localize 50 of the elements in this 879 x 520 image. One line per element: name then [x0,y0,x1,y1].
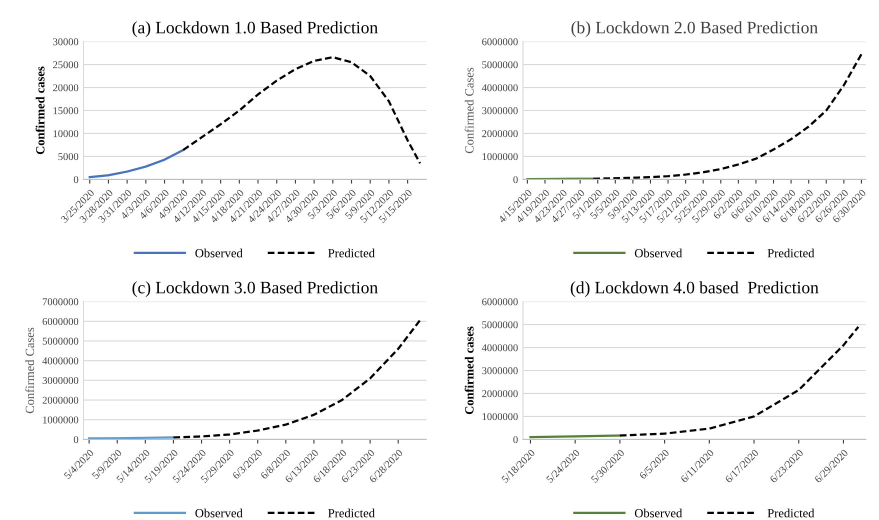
legend-label: Predicted [328,508,375,518]
y-tick-label: 15000 [54,107,78,114]
y-tick-label: 0 [513,176,518,184]
chart-title: (b) Lockdown 2.0 Based Prediction [572,21,818,37]
y-tick-label: 5000 [58,153,78,160]
y-tick-label: 6000000 [482,298,518,306]
y-tick-label: 5000000 [482,321,518,328]
legend-label: Predicted [768,508,814,518]
y-tick-label: 6000000 [482,38,518,46]
y-tick-label: 4000000 [42,357,78,364]
y-tick-label: 1000000 [43,416,78,424]
legend-label: Predicted [328,248,375,258]
y-tick-label: 30000 [53,38,78,46]
line-series [592,53,863,180]
y-tick-label: 1000000 [482,413,518,420]
line-series [172,318,422,439]
y-tick-label: 0 [74,436,78,444]
y-axis-title: Confirmed cases [464,326,474,414]
y-tick-label: 5000000 [42,338,78,345]
chart-title: (c) Lockdown 3.0 Based Prediction [132,281,378,297]
y-tick-label: 4000000 [482,84,518,92]
y-axis-title: Confirmed Cases [25,328,34,414]
y-tick-label: 3000000 [482,367,518,374]
legend-label: Observed [634,508,682,518]
legend-label: Observed [195,508,243,518]
y-tick-label: 4000000 [482,344,518,352]
y-tick-label: 5000000 [482,61,518,68]
chart-title: (d) Lockdown 4.0 based Prediction [570,281,819,297]
legend-label: Observed [195,248,243,258]
y-tick-label: 0 [513,436,518,444]
y-tick-label: 3000000 [42,377,78,384]
y-axis-title: Confirmed cases [36,66,45,154]
y-tick-label: 10000 [54,130,78,138]
y-tick-label: 1000000 [482,153,518,160]
chart-title: (a) Lockdown 1.0 Based Prediction [132,21,378,37]
y-tick-label: 2000000 [42,396,78,404]
y-tick-label: 20000 [53,84,78,92]
line-series [88,148,184,178]
y-tick-label: 0 [74,176,78,184]
y-tick-label: 7000000 [42,298,78,306]
legend-label: Observed [634,248,682,258]
y-tick-label: 2000000 [482,130,518,138]
y-tick-label: 25000 [53,61,78,68]
legend-label: Predicted [768,248,814,258]
y-tick-label: 2000000 [482,390,518,398]
y-tick-label: 3000000 [482,107,518,114]
y-axis-title: Confirmed Cases [464,68,474,154]
line-series [182,56,422,164]
line-series [618,326,860,437]
y-tick-label: 6000000 [42,318,78,325]
